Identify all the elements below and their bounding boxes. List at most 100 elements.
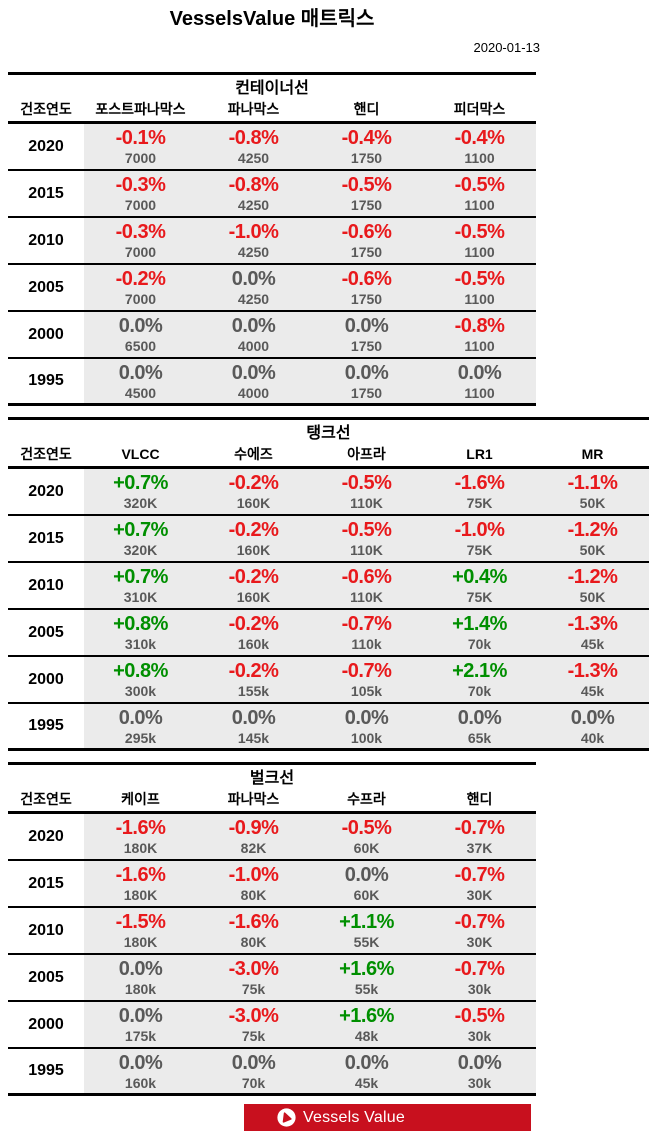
vessel-size-value: 65k [467,730,492,746]
data-cell: -1.0% 75K [423,516,536,561]
data-cell: -0.2% 155k [197,657,310,702]
table-row-2020: 2020 -1.6% 180K -0.9% 82K -0.5% 60K -0.7% 37K [8,814,536,861]
pct-change-value: 0.0% [231,362,276,384]
data-cell: -1.6% 75K [423,469,536,514]
data-cell: -3.0% 75k [197,1002,310,1047]
vessel-size-value: 160k [237,636,270,652]
pct-change-value: 0.0% [118,1005,163,1027]
vessel-size-value: 30k [467,1028,492,1044]
data-cell: -0.4% 1100 [423,124,536,169]
table-header-bulker: 벌크선 건조연도 케이프 파나막스 수프라 핸디 [8,765,536,814]
vessel-size-value: 180K [123,934,158,950]
data-cell: 0.0% 60K [310,861,423,906]
pct-change-value: -3.0% [228,958,279,980]
pct-change-value: +1.6% [339,958,394,980]
year-cell: 2000 [8,657,84,702]
table-row-2000: 2000 +0.8% 300k -0.2% 155k -0.7% 105k +2.1% 70k -… [8,657,649,704]
table-row-2005: 2005 -0.2% 7000 0.0% 4250 -0.6% 1750 -0.5% 1100 [8,265,536,312]
pct-change-value: +0.8% [113,613,168,635]
pct-change-value: -1.6% [454,472,505,494]
year-column-header: 건조연도 [20,791,72,807]
data-cell: -0.4% 1750 [310,124,423,169]
vessel-size-value: 75k [241,981,266,997]
data-cell: 0.0% 4500 [84,359,197,403]
column-header: 아프라 [347,446,386,462]
table-row-2010: 2010 -0.3% 7000 -1.0% 4250 -0.6% 1750 -0.5% 1100 [8,218,536,265]
data-cell: -1.3% 45k [536,610,649,655]
pct-change-value: 0.0% [344,707,389,729]
data-cell: -0.1% 7000 [84,124,197,169]
vessel-size-value: 1100 [464,338,495,354]
data-cell: 0.0% 4250 [197,265,310,310]
vessel-size-value: 70k [467,683,492,699]
data-cell: 0.0% 4000 [197,312,310,357]
pct-change-value: 0.0% [457,707,502,729]
vessel-size-value: 110K [350,542,383,558]
column-header: 핸디 [466,791,493,807]
vessel-size-value: 4250 [237,150,270,166]
vessel-size-value: 1750 [350,150,383,166]
vessel-size-value: 1750 [350,338,383,354]
year-cell: 1995 [8,359,84,403]
pct-change-value: -0.5% [454,1005,505,1027]
data-cell: -0.3% 7000 [84,171,197,216]
data-cell: 0.0% 4000 [197,359,310,403]
data-cell: -0.7% 110k [310,610,423,655]
vessel-size-value: 82K [240,840,267,856]
pct-change-value: -0.5% [341,174,392,196]
pct-change-value: -1.1% [567,472,618,494]
vessel-size-value: 75K [466,542,493,558]
vessel-size-value: 4500 [124,385,157,401]
data-cell: +0.4% 75K [423,563,536,608]
data-cell: -0.5% 110K [310,516,423,561]
year-column-header: 건조연도 [20,101,72,117]
data-cell: +0.7% 320K [84,516,197,561]
pct-change-value: -0.8% [454,315,505,337]
pct-change-value: 0.0% [231,707,276,729]
pct-change-value: -0.5% [341,817,392,839]
pct-change-value: +0.8% [113,660,168,682]
pct-change-value: 0.0% [457,1052,502,1074]
vessel-size-value: 75K [466,589,493,605]
data-cell: -0.8% 1100 [423,312,536,357]
vessel-size-value: 37K [466,840,493,856]
pct-change-value: -0.5% [454,268,505,290]
pct-change-value: +0.7% [113,472,168,494]
year-cell: 2015 [8,861,84,906]
vessel-size-value: 310k [124,636,157,652]
data-cell: -0.2% 160K [197,516,310,561]
column-header: 파나막스 [227,101,280,117]
pct-change-value: -0.7% [341,660,392,682]
data-cell: 0.0% 180k [84,955,197,1000]
vesselsvalue-sail-icon [277,1108,296,1127]
pct-change-value: -0.1% [115,127,166,149]
data-cell: +1.4% 70k [423,610,536,655]
pct-change-value: -0.7% [454,817,505,839]
pct-change-value: 0.0% [231,268,276,290]
column-header: 파나막스 [227,791,280,807]
year-cell: 2010 [8,563,84,608]
pct-change-value: -1.2% [567,519,618,541]
data-cell: -1.2% 50K [536,516,649,561]
pct-change-value: 0.0% [231,315,276,337]
pct-change-value: -0.3% [115,221,166,243]
table-row-2020: 2020 -0.1% 7000 -0.8% 4250 -0.4% 1750 -0.4% 1100 [8,124,536,171]
data-cell: +1.6% 55k [310,955,423,1000]
pct-change-value: 0.0% [118,315,163,337]
data-cell: -0.9% 82K [197,814,310,859]
year-cell: 2005 [8,265,84,310]
vessel-size-value: 160K [236,495,271,511]
pct-change-value: +1.1% [339,911,394,933]
vessel-size-value: 4250 [237,291,270,307]
table-row-2000: 2000 0.0% 6500 0.0% 4000 0.0% 1750 -0.8% 1100 [8,312,536,359]
data-cell: -0.2% 7000 [84,265,197,310]
pct-change-value: -0.2% [115,268,166,290]
vessel-size-value: 50K [579,589,606,605]
vessel-size-value: 310K [123,589,158,605]
year-cell: 2020 [8,814,84,859]
year-cell: 2015 [8,516,84,561]
data-cell: +1.1% 55K [310,908,423,953]
pct-change-value: 0.0% [344,362,389,384]
pct-change-value: -0.6% [341,221,392,243]
vessel-size-value: 4250 [237,244,270,260]
